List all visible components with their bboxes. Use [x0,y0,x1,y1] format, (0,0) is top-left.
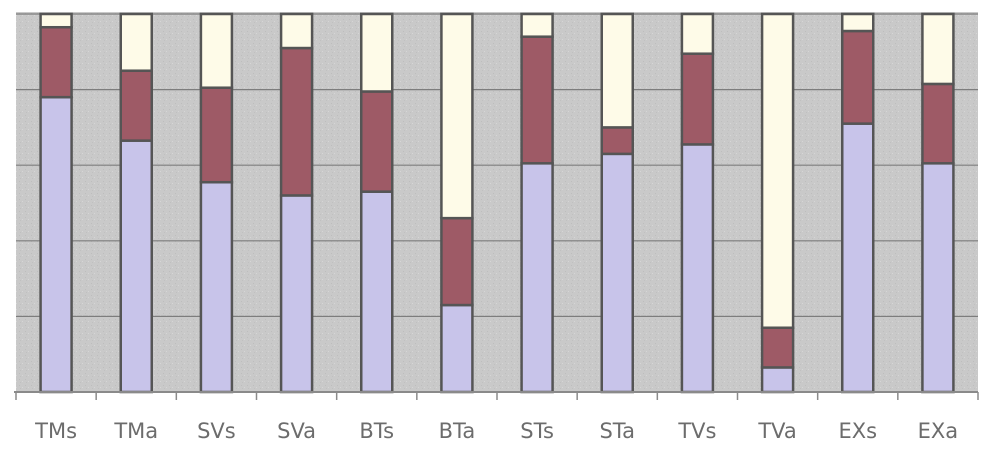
bar-segment-bottom [841,122,875,394]
bar-segment-top [119,12,153,72]
bar-segment-middle [279,46,314,197]
bar-segment-middle [921,82,955,165]
x-tick-label: SVa [277,419,316,443]
bar-stack-sts [520,12,554,394]
plot-area [16,12,978,392]
bar-segment-top [760,12,795,329]
bar-segment-top [680,12,715,55]
bar-segment-bottom [921,162,955,394]
x-tick-label: TVa [757,419,796,443]
bar-segment-top [520,12,554,38]
x-tick-label: STa [599,419,635,443]
bar-segment-middle [520,35,554,165]
bar-segment-bottom [360,190,394,394]
bar-segment-top [279,12,314,50]
bar-stack-tva [760,12,795,394]
bar-segment-middle [841,29,875,125]
bar-segment-bottom [119,139,153,394]
bar-segment-top [360,12,394,93]
bar-stack-tms [39,12,73,394]
x-tick-label: BTa [439,419,476,443]
bar-stack-sva [279,12,314,394]
x-tick-label: TMs [34,419,77,443]
bar-segment-middle [360,90,394,193]
bar-segment-bottom [600,152,634,394]
x-tick-label: EXa [918,419,959,443]
bar-stack-svs [199,12,234,394]
bar-segment-middle [119,69,153,142]
x-tick-label: BTs [359,419,394,443]
x-axis-ticks [15,392,979,400]
x-tick-label: TMa [113,419,158,443]
gridlines [16,13,978,317]
bar-stack-exa [921,12,955,394]
bar-segment-middle [39,25,73,99]
x-tick-label: TVs [677,419,716,443]
bar-segment-middle [760,326,795,369]
bar-segment-bottom [760,366,795,394]
bar-segment-bottom [39,95,73,394]
bar-segment-top [600,12,634,129]
bar-stack-tvs [680,12,715,394]
bar-segment-top [921,12,955,86]
bar-segment-middle [600,126,634,156]
bars [39,12,955,394]
bar-segment-top [440,12,474,220]
bar-segment-top [841,12,875,33]
bar-stack-exs [841,12,875,394]
bar-segment-bottom [440,303,474,394]
bar-stack-bts [360,12,394,394]
bar-segment-middle [680,52,715,146]
bar-stack-bta [440,12,474,394]
bar-segment-top [199,12,234,89]
bar-segment-bottom [520,162,554,394]
bar-stack-tma [119,12,153,394]
x-tick-label: STs [520,419,554,443]
bar-segment-middle [199,86,234,184]
bar-segment-bottom [199,180,234,394]
bar-segment-bottom [279,194,314,394]
bar-segment-bottom [680,143,715,394]
bar-stack-sta [600,12,634,394]
bar-segment-middle [440,216,474,307]
x-tick-label: SVs [197,419,236,443]
x-axis-labels: TMs TMa SVs SVa BTs BTa STs STa TVs TVa EXs EXa [34,419,958,443]
x-tick-label: EXs [838,419,877,443]
bar-segment-top [39,12,73,29]
